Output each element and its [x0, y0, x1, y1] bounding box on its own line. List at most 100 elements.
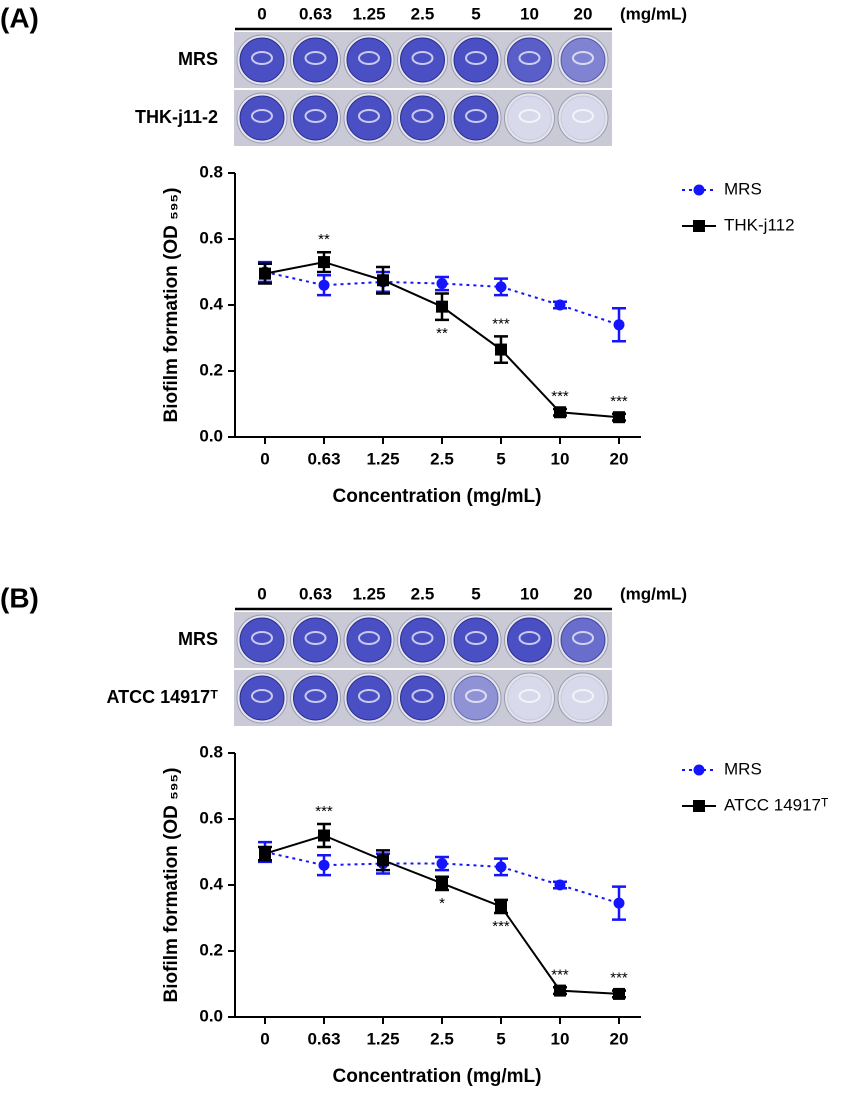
plate-row-label: MRS: [178, 629, 218, 649]
well: [293, 617, 338, 663]
plate-row-label: THK-j11-2: [135, 107, 218, 127]
plate-column-label: 2.5: [411, 4, 435, 23]
marker: [554, 879, 566, 891]
legend-label: THK-j112: [724, 215, 795, 234]
y-axis-label: Biofilm formation (OD ₅₉₅): [161, 768, 182, 1003]
marker: [259, 847, 271, 860]
well-glare: [572, 631, 594, 645]
x-tick-label: 10: [551, 449, 570, 468]
y-tick-label: 0.4: [199, 294, 223, 313]
well: [293, 675, 338, 721]
plate-column-label: 5: [471, 4, 480, 23]
well-glare: [304, 689, 327, 703]
well-glare: [411, 51, 434, 65]
y-tick-label: 0.8: [199, 742, 223, 761]
well: [346, 95, 392, 141]
significance-label: ***: [610, 970, 628, 987]
significance-label: ***: [551, 966, 569, 983]
marker: [436, 858, 448, 870]
x-tick-label: 0.63: [307, 1029, 340, 1048]
significance-label: **: [318, 231, 330, 248]
well: [346, 675, 392, 721]
y-tick-label: 0.0: [199, 1006, 223, 1025]
well: [293, 37, 338, 83]
well-glare: [465, 631, 487, 645]
well: [453, 675, 499, 721]
well: [400, 37, 445, 83]
significance-label: ***: [492, 918, 510, 935]
marker: [554, 984, 566, 997]
marker: [613, 319, 625, 331]
well: [560, 675, 606, 721]
marker: [495, 900, 507, 913]
well-glare: [251, 51, 273, 65]
marker: [377, 274, 389, 287]
y-tick-label: 0.6: [199, 228, 223, 247]
well: [507, 37, 552, 83]
plate-row-label: MRS: [178, 49, 218, 69]
plate-column-label: 0: [257, 4, 266, 23]
x-tick-label: 20: [610, 449, 629, 468]
well-glare: [572, 689, 594, 703]
marker: [554, 406, 566, 419]
well: [453, 37, 499, 83]
well-glare: [251, 109, 273, 123]
significance-label: ***: [492, 315, 510, 332]
plate-column-label: 20: [574, 4, 593, 23]
marker: [436, 278, 448, 290]
legend-marker: [693, 184, 705, 196]
well: [400, 675, 445, 721]
marker: [554, 299, 566, 311]
well-glare: [358, 109, 380, 123]
well: [507, 95, 552, 141]
well-glare: [304, 631, 327, 645]
plate-column-label: 1.25: [352, 4, 385, 23]
x-tick-label: 5: [496, 449, 505, 468]
marker: [495, 343, 507, 356]
marker: [436, 300, 448, 313]
well-glare: [358, 51, 380, 65]
well: [507, 675, 552, 721]
significance-label: *: [439, 895, 445, 912]
x-tick-label: 2.5: [430, 1029, 454, 1048]
panel-label: (B): [0, 582, 39, 613]
well-glare: [358, 631, 380, 645]
well-glare: [251, 631, 273, 645]
marker: [495, 861, 507, 873]
well-glare: [304, 51, 327, 65]
x-tick-label: 5: [496, 1029, 505, 1048]
x-axis-label: Concentration (mg/mL): [333, 486, 542, 507]
legend-label: MRS: [724, 759, 762, 778]
significance-label: ***: [315, 803, 333, 820]
well: [400, 95, 445, 141]
marker: [495, 281, 507, 293]
marker: [613, 897, 625, 909]
plate-column-label: 10: [520, 584, 539, 603]
panel: (A) 0 0.63 1.25 2.5 5 10 20 (mg/mL) MRS THK-j11-2 0…: [0, 2, 795, 507]
marker: [318, 256, 330, 269]
x-tick-label: 0: [260, 1029, 269, 1048]
well-glare: [518, 689, 541, 703]
y-tick-label: 0.0: [199, 426, 223, 445]
x-tick-label: 20: [610, 1029, 629, 1048]
well-glare: [518, 631, 541, 645]
marker: [259, 267, 271, 280]
plate-column-label: 0: [257, 584, 266, 603]
well-glare: [411, 631, 434, 645]
x-tick-label: 1.25: [366, 449, 399, 468]
marker: [318, 829, 330, 842]
well-glare: [411, 109, 434, 123]
marker: [436, 877, 448, 890]
y-axis-label: Biofilm formation (OD ₅₉₅): [161, 188, 182, 423]
marker: [318, 279, 330, 291]
well: [239, 617, 285, 663]
well-glare: [304, 109, 327, 123]
x-tick-label: 0.63: [307, 449, 340, 468]
well-glare: [358, 689, 380, 703]
plate-column-label: 10: [520, 4, 539, 23]
well-glare: [465, 689, 487, 703]
y-tick-label: 0.2: [199, 360, 223, 379]
well: [453, 95, 499, 141]
well: [346, 37, 392, 83]
y-tick-label: 0.6: [199, 808, 223, 827]
